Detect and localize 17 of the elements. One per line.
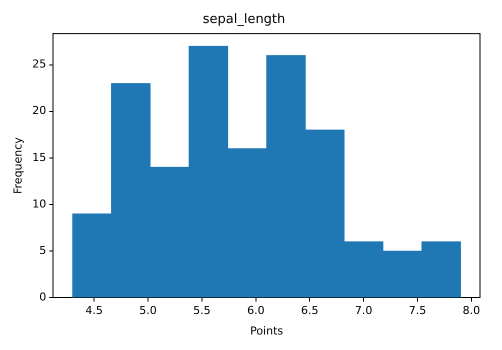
y-tick-label: 20 [32,104,46,118]
y-tick-label: 10 [32,197,46,210]
x-tick-label: 6.5 [300,304,318,318]
chart-title: sepal_length [202,12,286,28]
x-tick-label: 8.0 [462,304,480,318]
y-tick-label: 15 [32,150,46,164]
y-tick-label: 25 [32,58,46,71]
y-tick-label: 5 [39,244,46,257]
x-tick-label: 7.5 [408,304,426,318]
y-axis-title: Frequency [11,136,24,194]
x-tick-label: 5.0 [139,304,157,318]
x-tick-label: 5.5 [193,304,211,318]
x-tick-label: 4.5 [85,304,103,318]
x-tick-label: 6.0 [247,304,265,318]
x-axis-title: Points [250,324,284,338]
y-tick-label: 0 [39,290,46,304]
x-tick-label: 7.0 [354,304,372,318]
